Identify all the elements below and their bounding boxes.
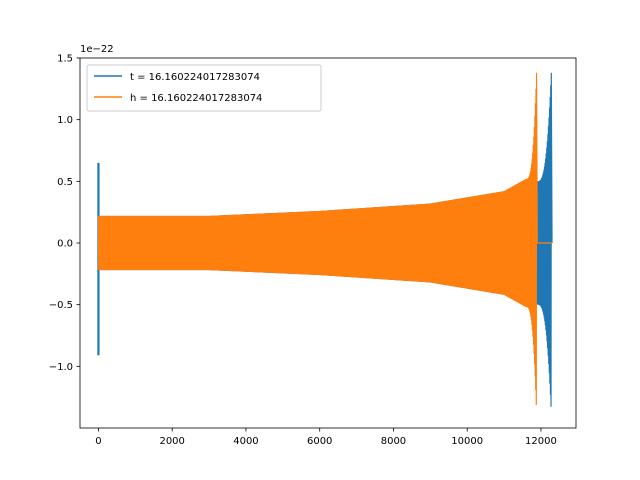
x-tick-label: 6000 bbox=[307, 436, 332, 447]
x-tick-label: 0 bbox=[95, 436, 101, 447]
series-line-h bbox=[97, 72, 553, 405]
x-axis: 0 2000 4000 6000 8000 10000 12000 bbox=[95, 428, 557, 447]
x-tick-label: 8000 bbox=[381, 436, 406, 447]
y-tick-label: 1.0 bbox=[57, 115, 73, 126]
x-tick-label: 4000 bbox=[233, 436, 258, 447]
legend: t = 16.160224017283074 h = 16.1602240172… bbox=[86, 64, 322, 112]
y-axis: −1.0 −0.5 0.0 0.5 1.0 1.5 bbox=[49, 54, 80, 373]
x-tick-label: 12000 bbox=[525, 436, 557, 447]
y-offset-label: 1e−22 bbox=[80, 44, 114, 55]
x-tick-label: 2000 bbox=[159, 436, 184, 447]
x-tick-label: 10000 bbox=[451, 436, 483, 447]
y-tick-label: 0.0 bbox=[57, 239, 73, 250]
y-tick-label: −0.5 bbox=[49, 300, 73, 311]
legend-label-h: h = 16.160224017283074 bbox=[130, 93, 262, 104]
y-tick-label: −1.0 bbox=[49, 362, 73, 373]
y-tick-label: 0.5 bbox=[57, 177, 73, 188]
legend-label-t: t = 16.160224017283074 bbox=[130, 72, 260, 83]
series-layer bbox=[97, 72, 553, 407]
y-tick-label: 1.5 bbox=[57, 54, 73, 65]
legend-box bbox=[86, 64, 322, 112]
